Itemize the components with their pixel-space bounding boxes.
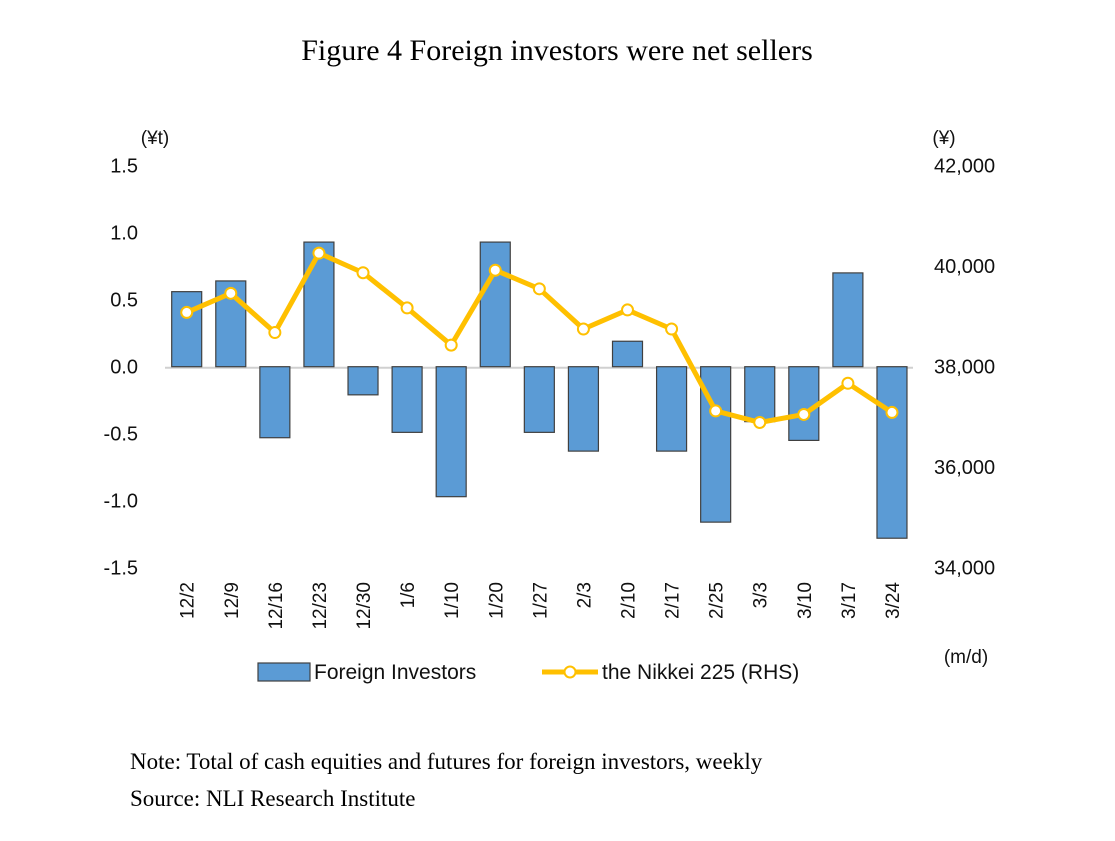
- x-tick-label: 12/16: [266, 582, 287, 630]
- bar-1-27: [523, 366, 555, 433]
- bar-3-24: [876, 366, 908, 539]
- x-tick-label: 1/10: [442, 582, 463, 619]
- left-tick-label: 0.5: [110, 290, 138, 312]
- left-tick-label: -1.5: [104, 558, 138, 580]
- nikkei-point-1-10: [444, 338, 458, 352]
- bar-1-10: [435, 366, 467, 498]
- right-axis-unit: (¥): [932, 128, 955, 149]
- nikkei-point-3-3: [753, 415, 767, 429]
- nikkei-point-3-10: [797, 407, 811, 421]
- nikkei-point-1-6: [400, 301, 414, 315]
- bar-12-23: [303, 241, 335, 368]
- legend: Foreign Investors the Nikkei 225 (RHS): [257, 661, 799, 684]
- left-tick-label: 1.5: [110, 156, 138, 178]
- left-tick-label: 1.0: [110, 223, 138, 245]
- bar-1-20: [479, 241, 511, 368]
- x-tick-label: 1/6: [398, 582, 419, 608]
- left-tick-label: -1.0: [104, 491, 138, 513]
- bar-3-3: [744, 366, 776, 423]
- bar-12-2: [171, 291, 203, 368]
- x-tick-label: 3/10: [795, 582, 816, 619]
- x-tick-label: 12/23: [310, 582, 331, 630]
- bar-2-17: [655, 366, 688, 452]
- x-tick-label: 12/30: [354, 582, 375, 630]
- bar-1-6: [391, 366, 423, 433]
- note-text: Note: Total of cash equities and futures…: [130, 749, 763, 774]
- chart-title: Figure 4 Foreign investors were net sell…: [301, 34, 813, 67]
- bar-2-10: [611, 340, 644, 368]
- bar-2-3: [567, 366, 600, 452]
- right-tick-label: 42,000: [934, 156, 995, 178]
- nikkei-point-12-16: [268, 326, 282, 340]
- left-axis-unit: (¥t): [141, 128, 170, 149]
- x-tick-label: 2/3: [574, 582, 595, 608]
- legend-bar-swatch: [257, 662, 311, 682]
- x-tick-label: 12/2: [178, 582, 199, 619]
- source-text: Source: NLI Research Institute: [130, 786, 416, 811]
- x-tick-label: 1/27: [530, 582, 551, 619]
- x-tick-label: 2/17: [663, 582, 684, 619]
- bar-12-16: [259, 366, 291, 439]
- right-tick-label: 36,000: [934, 457, 995, 479]
- x-tick-label: 12/9: [222, 582, 243, 619]
- legend-bar-label: Foreign Investors: [314, 661, 476, 684]
- x-tick-label: 3/24: [883, 582, 904, 619]
- right-tick-label: 40,000: [934, 256, 995, 278]
- x-tick-label: 1/20: [486, 582, 507, 619]
- legend-line-label: the Nikkei 225 (RHS): [602, 661, 799, 684]
- x-tick-label: 2/25: [707, 582, 728, 619]
- nikkei-point-2-25: [709, 404, 723, 418]
- bar-3-10: [788, 366, 820, 442]
- nikkei-point-2-10: [621, 303, 634, 317]
- legend-line-marker: [563, 665, 577, 679]
- nikkei-point-1-20: [488, 263, 502, 277]
- bar-3-17: [832, 272, 864, 368]
- nikkei-point-12-30: [356, 266, 370, 280]
- x-tick-label: 3/17: [839, 582, 860, 619]
- x-tick-label: 3/3: [751, 582, 772, 608]
- nikkei-point-12-9: [224, 286, 238, 300]
- nikkei-point-1-27: [532, 282, 546, 296]
- nikkei-point-3-17: [841, 376, 855, 390]
- right-tick-label: 34,000: [934, 558, 995, 580]
- nikkei-point-2-17: [665, 322, 679, 336]
- x-tick-label: 2/10: [619, 582, 640, 619]
- nikkei-point-12-23: [312, 246, 326, 260]
- left-tick-label: -0.5: [104, 424, 138, 446]
- nikkei-point-3-24: [885, 405, 899, 419]
- nikkei-point-12-2: [180, 305, 194, 319]
- x-axis-unit: (m/d): [944, 647, 988, 668]
- nikkei-point-2-3: [576, 322, 590, 336]
- right-tick-label: 38,000: [934, 357, 995, 379]
- left-tick-label: 0.0: [110, 357, 138, 379]
- bar-12-30: [347, 366, 379, 396]
